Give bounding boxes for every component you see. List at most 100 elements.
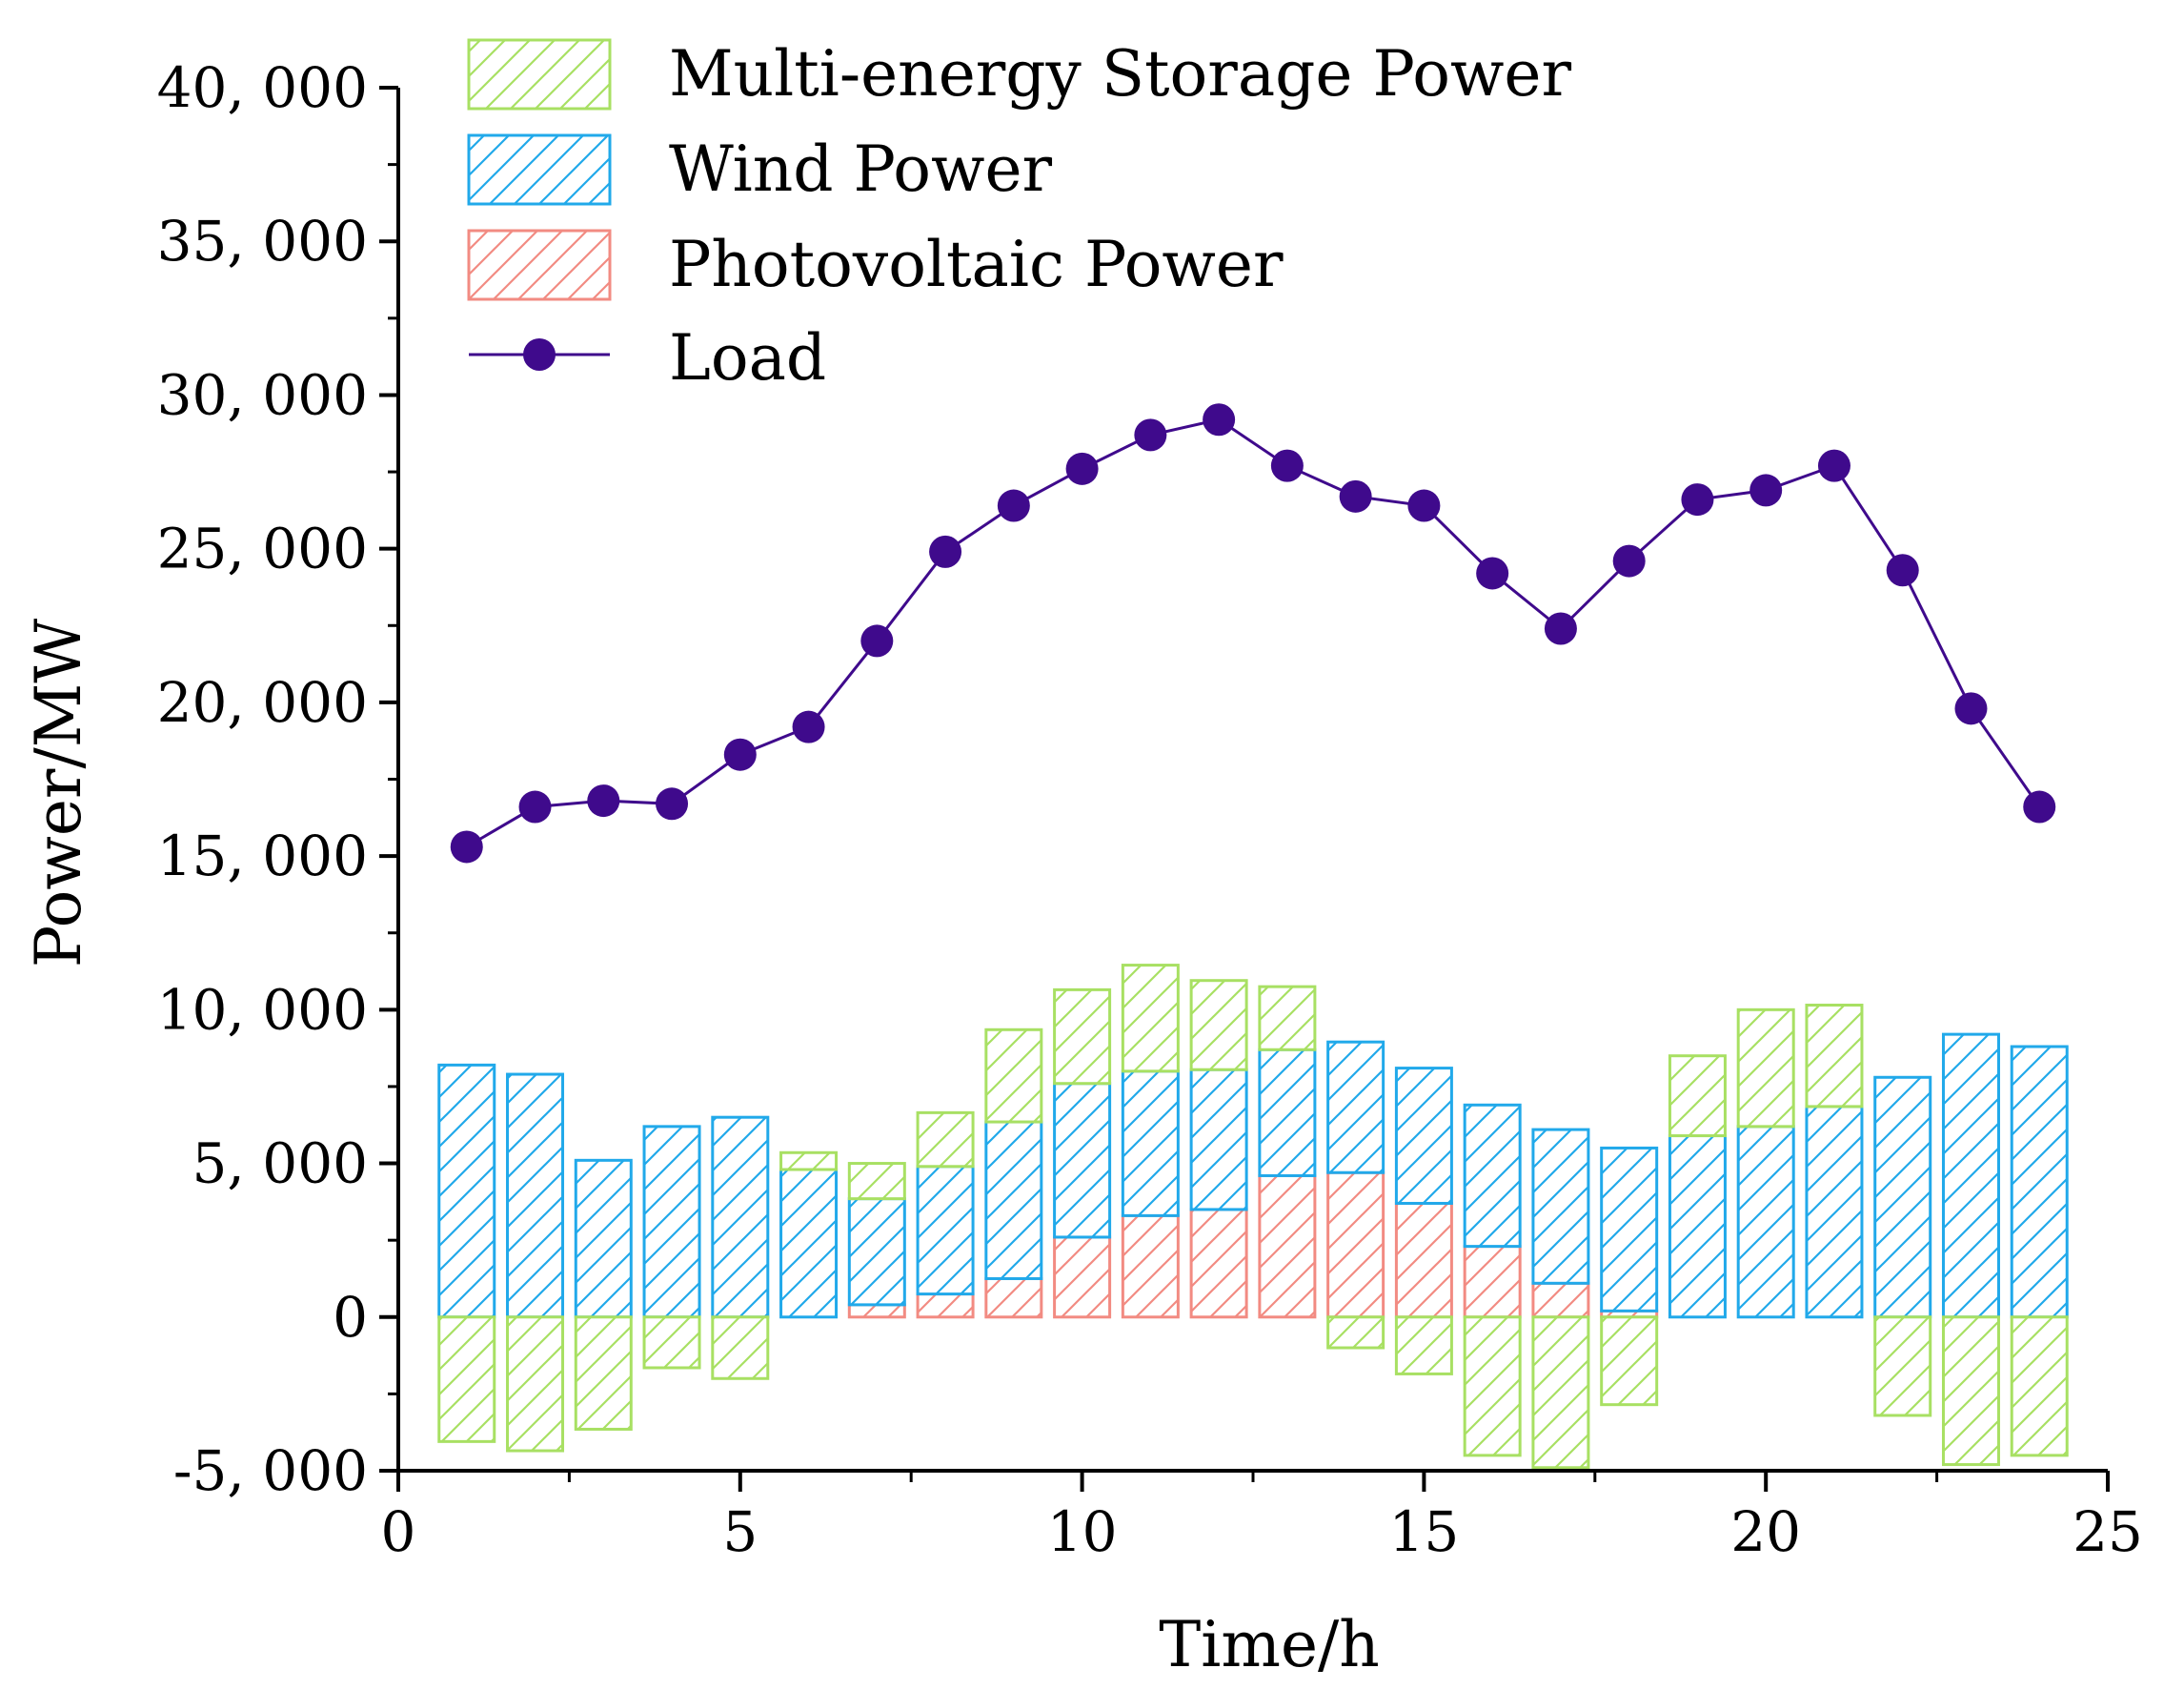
load-point-8 (929, 535, 962, 568)
bar-wind-power-14 (1326, 1040, 1385, 1174)
y-tick-label: 0 (333, 1285, 368, 1350)
bar-wind-power-16 (1463, 1103, 1522, 1249)
legend-swatch-multi-energy-storage-power (467, 38, 612, 111)
load-point-14 (1339, 479, 1372, 513)
x-tick-label: 10 (1047, 1499, 1118, 1564)
bar-wind-power-13 (1258, 1048, 1317, 1177)
legend-label-load: Load (669, 321, 826, 395)
bar-multi-energy-storage-power-3 (574, 1315, 633, 1431)
bar-multi-energy-storage-power-12 (1189, 979, 1248, 1071)
bar-wind-power-15 (1394, 1067, 1453, 1205)
y-tick-label: 15, 000 (157, 824, 368, 888)
x-tick-label: 20 (1730, 1499, 1801, 1564)
legend-swatch-load-marker (523, 338, 556, 371)
legend-label-multi-energy-storage-power: Multi-energy Storage Power (669, 37, 1571, 111)
bar-wind-power-1 (437, 1063, 496, 1319)
bar-photovoltaic-power-12 (1189, 1208, 1248, 1319)
bar-multi-energy-storage-power-20 (1736, 1007, 1795, 1129)
y-tick-label: 35, 000 (157, 209, 368, 274)
load-point-12 (1203, 403, 1236, 437)
legend-swatch-wind-power (467, 133, 612, 206)
bar-multi-energy-storage-power-17 (1531, 1315, 1590, 1470)
bar-photovoltaic-power-11 (1121, 1213, 1180, 1319)
bar-wind-power-9 (984, 1120, 1043, 1280)
load-point-2 (518, 790, 552, 824)
y-tick-label: 5, 000 (192, 1131, 368, 1196)
bar-wind-power-23 (1941, 1032, 2000, 1319)
bar-multi-energy-storage-power-5 (711, 1315, 770, 1380)
load-point-20 (1749, 474, 1783, 507)
load-point-21 (1817, 449, 1850, 482)
bar-wind-power-21 (1805, 1105, 1864, 1319)
bar-multi-energy-storage-power-21 (1805, 1003, 1864, 1109)
bar-photovoltaic-power-16 (1463, 1245, 1522, 1319)
bar-wind-power-22 (1873, 1075, 1932, 1319)
load-point-6 (792, 710, 825, 743)
bar-multi-energy-storage-power-18 (1600, 1315, 1659, 1407)
bar-multi-energy-storage-power-14 (1326, 1315, 1385, 1350)
load-point-23 (1954, 692, 1988, 725)
legend-label-photovoltaic-power: Photovoltaic Power (669, 228, 1284, 301)
load-point-24 (2023, 790, 2056, 824)
bar-photovoltaic-power-7 (847, 1303, 906, 1319)
y-tick-label: 20, 000 (157, 670, 368, 735)
bar-wind-power-4 (642, 1125, 701, 1319)
x-tick-label: 0 (381, 1499, 416, 1564)
bar-photovoltaic-power-17 (1531, 1281, 1590, 1319)
bar-wind-power-7 (847, 1197, 906, 1307)
bar-wind-power-6 (779, 1168, 839, 1319)
load-line-layer (450, 403, 2056, 864)
bar-wind-power-20 (1736, 1125, 1795, 1319)
bar-photovoltaic-power-8 (916, 1292, 975, 1319)
bar-multi-energy-storage-power-4 (642, 1315, 701, 1370)
load-point-3 (587, 784, 620, 818)
bar-multi-energy-storage-power-15 (1394, 1315, 1453, 1375)
bar-photovoltaic-power-13 (1258, 1173, 1317, 1319)
bar-wind-power-2 (506, 1072, 565, 1319)
legend-swatch-photovoltaic-power (467, 229, 612, 301)
bar-wind-power-19 (1668, 1134, 1727, 1319)
bar-wind-power-17 (1531, 1128, 1590, 1285)
legend-label-wind-power: Wind Power (669, 132, 1053, 206)
x-tick-label: 5 (722, 1499, 758, 1564)
load-point-10 (1065, 452, 1099, 485)
bar-photovoltaic-power-9 (984, 1276, 1043, 1319)
bar-multi-energy-storage-power-2 (506, 1315, 565, 1453)
x-tick-label: 15 (1388, 1499, 1459, 1564)
load-point-13 (1270, 449, 1304, 482)
bars-layer (437, 964, 2069, 1470)
bar-multi-energy-storage-power-8 (916, 1110, 975, 1169)
load-point-15 (1407, 489, 1441, 522)
bar-multi-energy-storage-power-9 (984, 1028, 1043, 1124)
bar-wind-power-3 (574, 1158, 633, 1319)
y-tick-label: 30, 000 (157, 362, 368, 427)
load-point-19 (1681, 483, 1714, 517)
bar-multi-energy-storage-power-16 (1463, 1315, 1522, 1457)
bar-photovoltaic-power-14 (1326, 1170, 1385, 1319)
bar-photovoltaic-power-15 (1394, 1201, 1453, 1319)
bar-multi-energy-storage-power-13 (1258, 985, 1317, 1051)
bar-multi-energy-storage-power-24 (2010, 1315, 2069, 1457)
load-line (466, 417, 2041, 848)
load-point-16 (1476, 557, 1509, 590)
y-tick-label: 40, 000 (157, 55, 368, 120)
y-tick-label: 10, 000 (157, 977, 368, 1042)
bar-multi-energy-storage-power-23 (1941, 1315, 2000, 1467)
bar-wind-power-10 (1053, 1082, 1112, 1239)
y-tick-label: 25, 000 (157, 517, 368, 581)
x-tick-label: 25 (2073, 1499, 2143, 1564)
bar-multi-energy-storage-power-1 (437, 1315, 496, 1443)
bar-wind-power-5 (711, 1115, 770, 1319)
load-point-18 (1612, 544, 1646, 578)
load-point-1 (450, 830, 483, 864)
load-point-4 (656, 787, 689, 821)
bar-multi-energy-storage-power-19 (1668, 1054, 1727, 1138)
y-tick-label: -5, 000 (173, 1438, 368, 1503)
bar-multi-energy-storage-power-6 (779, 1150, 839, 1171)
bar-wind-power-12 (1189, 1068, 1248, 1211)
load-point-17 (1544, 612, 1577, 645)
y-axis-title: Power/MW (22, 619, 95, 967)
